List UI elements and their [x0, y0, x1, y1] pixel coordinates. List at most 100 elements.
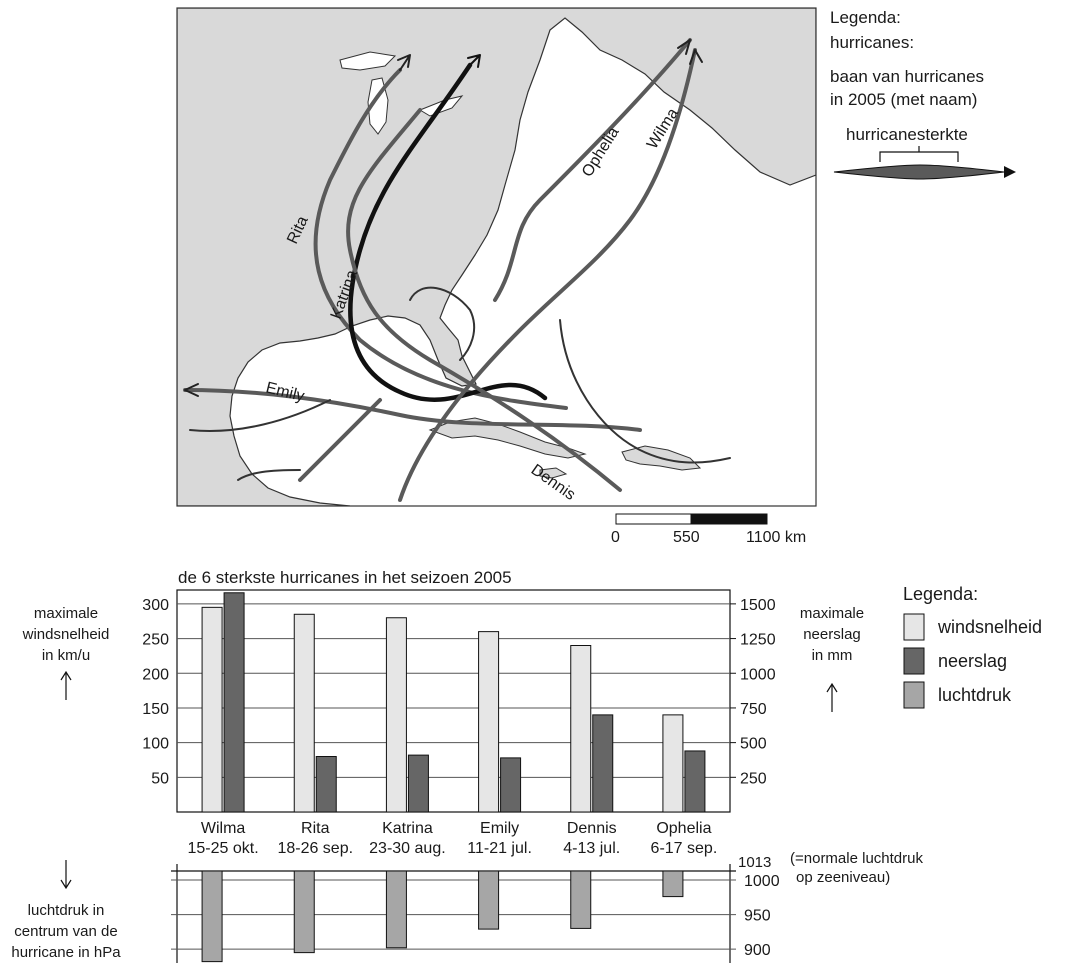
right-axis-ticks: 250 500 750 1000 1250 1500 — [730, 597, 776, 787]
pressure-tick-label: 950 — [744, 908, 771, 925]
bar-neerslag-katrina — [407, 754, 429, 813]
category-date: 11-21 jul. — [467, 840, 532, 857]
right-axis-label-3: in mm — [812, 647, 853, 664]
chart-legend: Legenda: windsnelheid neerslag luchtdruk — [903, 584, 1042, 709]
track-ophelia-arrow — [677, 39, 691, 55]
track-emily — [183, 388, 642, 432]
upper-bars — [201, 592, 706, 813]
track-ophelia — [493, 38, 692, 302]
left-axis-ticks: 50 100 150 200 250 300 — [142, 597, 169, 787]
hurricane-chart: de 6 sterkste hurricanes in het seizoen … — [11, 568, 1042, 963]
track-katrina-arrow — [467, 54, 481, 68]
legend-swatch-luchtdruk — [903, 681, 925, 709]
lower-bars — [201, 870, 684, 963]
track-minor-1 — [559, 319, 731, 464]
lower-gridlines — [171, 870, 736, 950]
chart-legend-title: Legenda: — [903, 584, 978, 604]
bar-luchtdruk-dennis — [570, 870, 592, 929]
pressure-axis-label-1: luchtdruk in — [28, 902, 105, 919]
pressure-tick-label: 1000 — [744, 873, 780, 890]
category-label: Dennis — [567, 820, 617, 837]
right-tick-label: 1000 — [740, 666, 776, 683]
track-dennis — [346, 108, 622, 492]
bar-windsnelheid-emily — [478, 631, 500, 813]
track-emily-branch — [189, 399, 331, 432]
map-legend-title: Legenda: — [830, 8, 901, 27]
pressure-axis-label-3: hurricane in hPa — [11, 944, 121, 961]
pressure-axis-arrow-down — [60, 860, 72, 890]
bar-windsnelheid-dennis — [570, 645, 592, 813]
category-date: 15-25 okt. — [188, 840, 259, 857]
track-minor-2 — [298, 398, 382, 482]
bar-neerslag-rita — [315, 756, 337, 813]
right-axis-label-2: neerslag — [803, 626, 861, 643]
track-wilma-arrow — [689, 49, 703, 65]
scale-tick-0: 0 — [611, 529, 620, 546]
legend-swatch-neerslag — [903, 647, 925, 675]
right-axis-label-1: maximale — [800, 605, 864, 622]
bar-windsnelheid-katrina — [385, 617, 407, 813]
left-axis-label-1: maximale — [34, 605, 98, 622]
category-date: 4-13 jul. — [563, 840, 620, 857]
left-tick-label: 150 — [142, 701, 169, 718]
pressure-reference-note-1: (=normale luchtdruk — [790, 850, 923, 867]
pressure-reference-note-2: op zeeniveau) — [796, 869, 890, 886]
category-date: 6-17 sep. — [651, 840, 718, 857]
left-axis-label-3: in km/u — [42, 647, 90, 664]
right-tick-label: 500 — [740, 736, 767, 753]
legend-label-windsnelheid: windsnelheid — [937, 617, 1042, 637]
track-wilma — [398, 48, 697, 502]
bar-luchtdruk-katrina — [385, 870, 407, 949]
category-label: Emily — [480, 820, 519, 837]
category-label: Katrina — [382, 820, 433, 837]
bar-neerslag-emily — [500, 757, 522, 813]
track-minor-3 — [409, 286, 476, 361]
chart-title: de 6 sterkste hurricanes in het seizoen … — [178, 568, 512, 587]
category-labels: Wilma 15-25 okt. Rita 18-26 sep. Katrina 23-3… — [188, 820, 718, 857]
map-legend-track-sample — [833, 164, 1005, 180]
map-land-jamaica — [539, 467, 568, 479]
pressure-reference-label: 1013 — [738, 854, 771, 871]
map-legend-desc-1: baan van hurricanes — [830, 67, 984, 86]
legend-label-luchtdruk: luchtdruk — [938, 685, 1012, 705]
hurricane-map: Rita Katrina Emily Dennis Ophelia Wilma … — [176, 7, 1016, 546]
bar-neerslag-dennis — [592, 714, 614, 813]
left-tick-label: 250 — [142, 632, 169, 649]
bar-neerslag-wilma — [223, 592, 245, 813]
category-label: Ophelia — [656, 820, 711, 837]
left-tick-label: 200 — [142, 666, 169, 683]
map-legend-arrowhead — [1004, 166, 1016, 178]
bar-luchtdruk-wilma — [201, 870, 223, 963]
bar-luchtdruk-emily — [478, 870, 500, 930]
map-legend-strength: hurricanesterkte — [846, 125, 968, 144]
bar-luchtdruk-ophelia — [662, 870, 684, 898]
right-axis-arrow-up — [826, 682, 838, 712]
map-lake-superior — [339, 51, 397, 71]
bar-windsnelheid-ophelia — [662, 714, 684, 813]
right-tick-label: 750 — [740, 701, 767, 718]
pressure-tick-label: 900 — [744, 942, 771, 959]
left-tick-label: 300 — [142, 597, 169, 614]
legend-swatch-windsnelheid — [903, 613, 925, 641]
track-rita-arrow — [397, 54, 411, 71]
bar-windsnelheid-rita — [293, 613, 315, 813]
bar-luchtdruk-rita — [293, 870, 315, 954]
scale-tick-1100: 1100 km — [746, 529, 806, 546]
map-scale-bar: 0 550 1100 km — [611, 513, 806, 546]
bar-windsnelheid-wilma — [201, 606, 223, 813]
category-label: Wilma — [201, 820, 246, 837]
map-land-cuba — [428, 417, 587, 459]
map-frame — [176, 7, 817, 507]
pressure-axis-label-2: centrum van de — [14, 923, 117, 940]
left-tick-label: 50 — [151, 770, 169, 787]
upper-gridlines — [177, 603, 730, 778]
category-date: 23-30 aug. — [369, 840, 446, 857]
right-tick-label: 1250 — [740, 632, 776, 649]
left-axis-label-2: windsnelheid — [22, 626, 110, 643]
bar-neerslag-ophelia — [684, 750, 706, 813]
map-legend-desc-2: in 2005 (met naam) — [830, 90, 977, 109]
track-emily-arrow — [184, 383, 199, 397]
track-emily-branch2 — [237, 469, 301, 481]
right-tick-label: 250 — [740, 770, 767, 787]
